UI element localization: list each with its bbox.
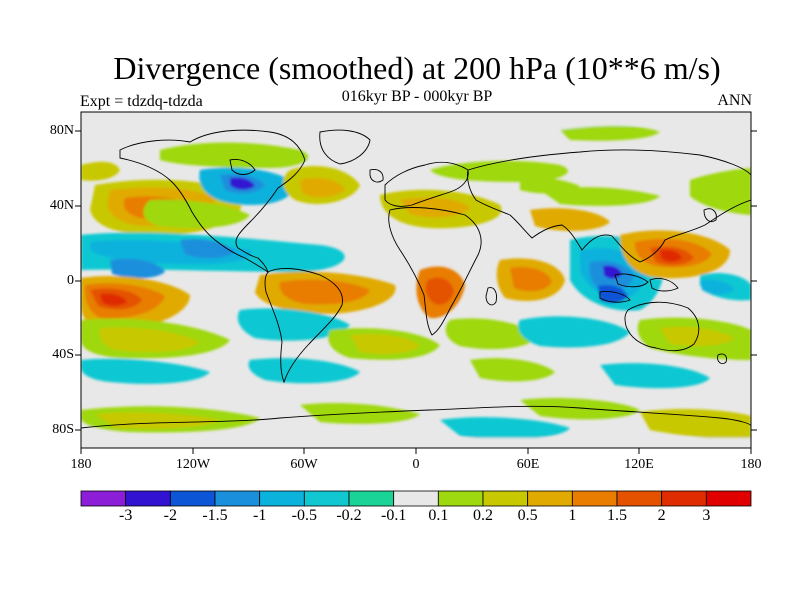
colorbar-label: -0.1 xyxy=(380,507,407,524)
lon-label-60w: 60W xyxy=(290,457,318,472)
colorbar-swatch xyxy=(437,490,484,507)
lon-label-120e: 120E xyxy=(624,457,654,472)
colorbar-label: -2 xyxy=(163,507,177,524)
colorbar-swatch xyxy=(616,490,663,507)
colorbar-swatch xyxy=(527,490,573,507)
colorbar-swatch xyxy=(348,490,395,507)
colorbar-label: 3 xyxy=(702,507,711,524)
colorbar-swatch xyxy=(571,490,618,507)
colorbar-label: 1 xyxy=(568,507,577,524)
colorbar-label: 0.2 xyxy=(473,507,493,524)
lon-label-120w: 120W xyxy=(175,457,211,472)
axis-ticks xyxy=(75,130,757,454)
lon-label-180-west: 180 xyxy=(70,457,92,472)
field-shading xyxy=(81,112,751,448)
colorbar-swatch xyxy=(661,490,707,507)
experiment-label: Expt = tdzdq-tdzda xyxy=(80,93,203,110)
lat-label-80n: 80N xyxy=(49,123,74,138)
colorbar-swatch xyxy=(125,490,171,507)
colorbar-swatch xyxy=(393,490,439,507)
colorbar-label: -1.5 xyxy=(202,507,228,524)
colorbar-label: 0.5 xyxy=(517,507,538,524)
colorbar-label: -3 xyxy=(118,507,133,524)
chart-title: Divergence (smoothed) at 200 hPa (10**6 … xyxy=(113,50,721,86)
colorbar xyxy=(80,490,752,507)
colorbar-swatch xyxy=(259,490,305,507)
colorbar-swatch xyxy=(214,490,261,507)
colorbar-label: -1 xyxy=(252,507,267,524)
colorbar-swatch xyxy=(80,490,127,507)
lat-label-0: 0 xyxy=(67,273,74,288)
chart-subtitle: 016kyr BP - 000kyr BP xyxy=(341,88,493,105)
period-label: ANN xyxy=(717,92,752,109)
lon-label-180-east: 180 xyxy=(740,457,762,472)
colorbar-label: -0.2 xyxy=(336,507,362,524)
colorbar-swatch xyxy=(169,490,216,507)
colorbar-label: 2 xyxy=(657,507,666,524)
colorbar-swatch xyxy=(705,490,752,507)
lon-label-0: 0 xyxy=(412,457,420,472)
colorbar-label: -0.5 xyxy=(291,507,317,524)
coastlines xyxy=(81,129,751,429)
colorbar-swatch xyxy=(303,490,350,507)
colorbar-label: 0.1 xyxy=(428,507,449,524)
lat-label-40n: 40N xyxy=(49,198,74,213)
colorbar-swatch xyxy=(482,490,529,507)
lat-label-80s: 80S xyxy=(52,422,74,437)
colorbar-label: 1.5 xyxy=(607,507,627,524)
lat-label-40s: 40S xyxy=(52,347,74,362)
lon-label-60e: 60E xyxy=(516,457,540,472)
